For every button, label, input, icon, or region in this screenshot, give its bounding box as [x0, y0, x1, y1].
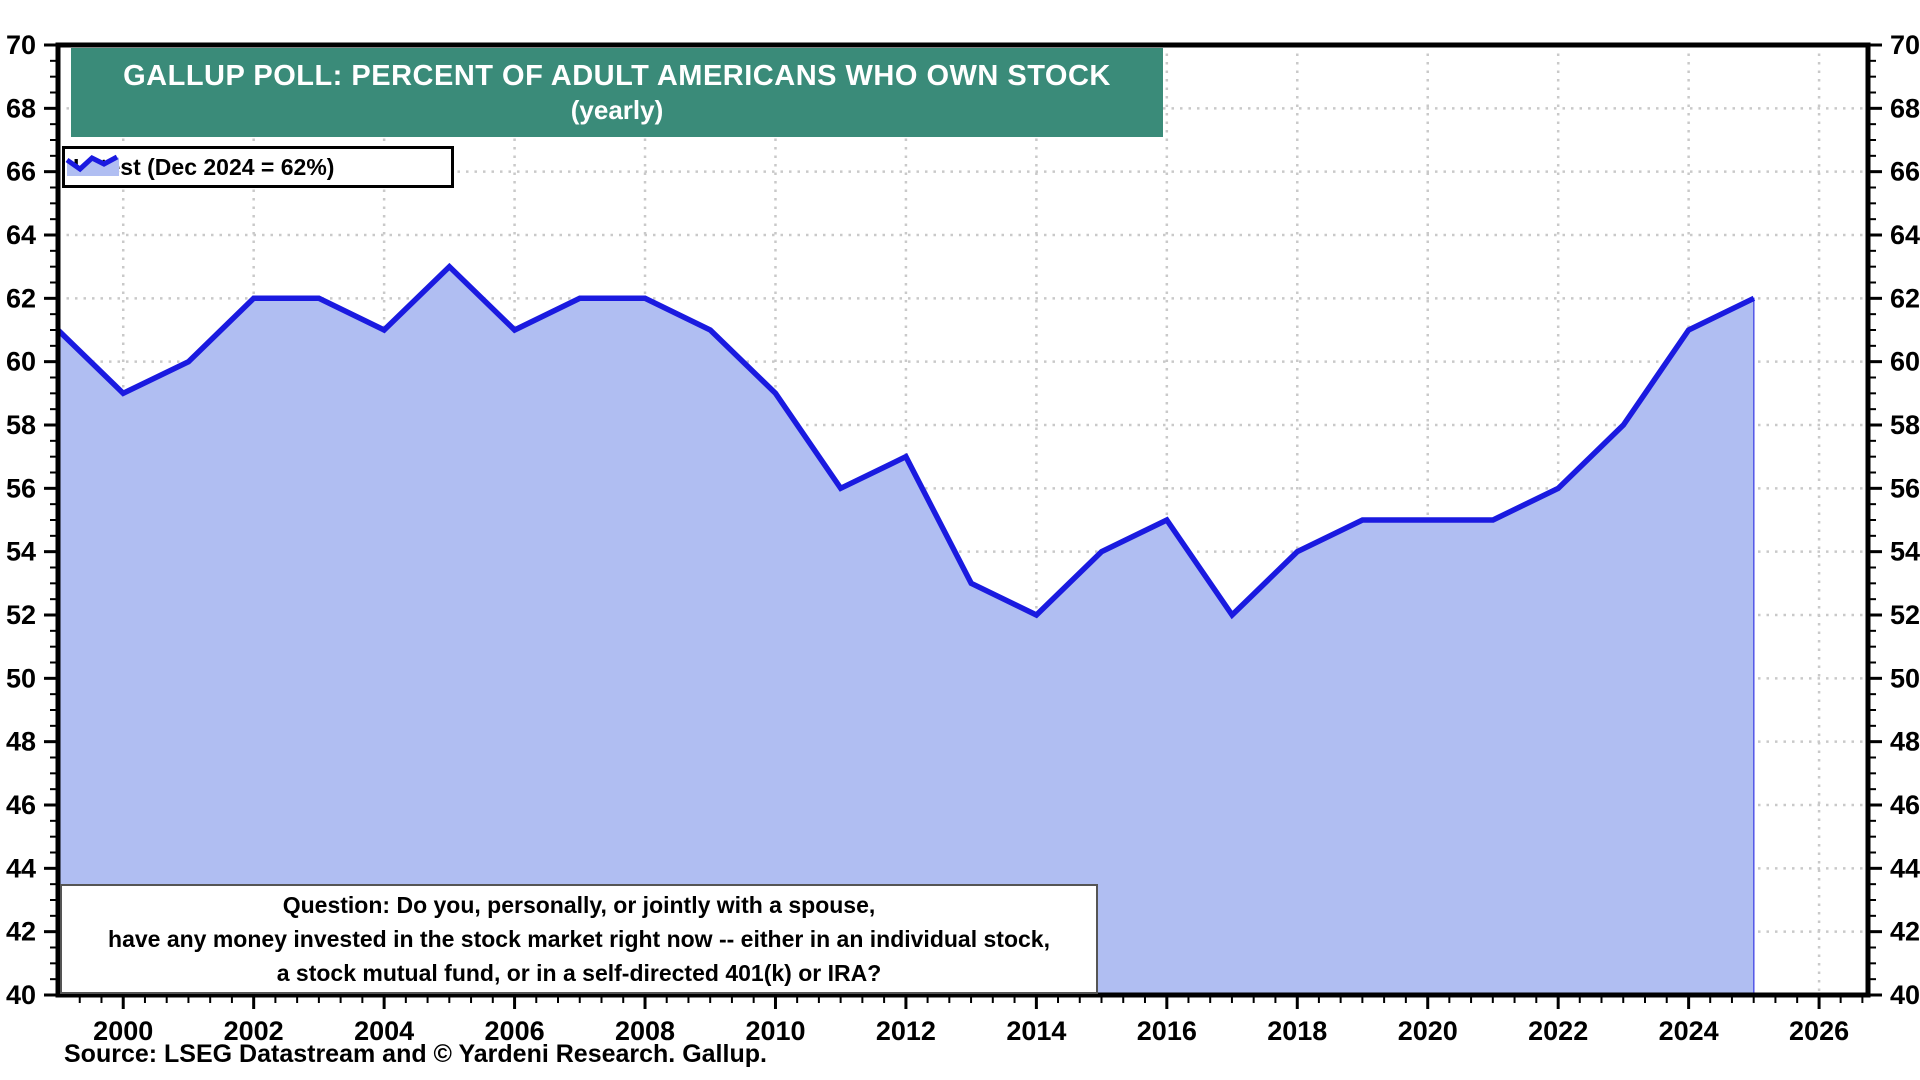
question-line-2: have any money invested in the stock mar… — [108, 926, 1050, 952]
y-axis-tick-label-left: 64 — [6, 220, 36, 250]
question-line-1: Question: Do you, personally, or jointly… — [282, 892, 876, 918]
x-axis-tick-label: 2008 — [615, 1016, 675, 1046]
x-axis-tick-label: 2012 — [876, 1016, 936, 1046]
y-axis-tick-label-right: 66 — [1890, 157, 1920, 187]
y-axis-tick-label-right: 62 — [1890, 283, 1920, 313]
x-axis-tick-label: 2014 — [1006, 1016, 1066, 1046]
y-axis-tick-label-left: 60 — [6, 347, 36, 377]
x-axis-tick-label: 2004 — [354, 1016, 414, 1046]
chart-subtitle: (yearly) — [570, 95, 664, 125]
legend-line-icon — [65, 154, 119, 176]
y-axis-tick-label-left: 62 — [6, 283, 36, 313]
x-axis-tick-label: 2002 — [224, 1016, 284, 1046]
y-axis-tick-label-left: 56 — [6, 473, 36, 503]
y-axis-tick-label-left: 50 — [6, 663, 36, 693]
y-axis-tick-label-left: 40 — [6, 980, 36, 1010]
y-axis-tick-label-right: 56 — [1890, 473, 1920, 503]
y-axis-tick-label-left: 46 — [6, 790, 36, 820]
x-axis-tick-label: 2010 — [745, 1016, 805, 1046]
y-axis-tick-label-left: 58 — [6, 410, 36, 440]
x-axis-tick-label: 2022 — [1528, 1016, 1588, 1046]
y-axis-tick-label-left: 52 — [6, 600, 36, 630]
y-axis-tick-label-right: 60 — [1890, 347, 1920, 377]
x-axis-tick-label: 2026 — [1789, 1016, 1849, 1046]
x-axis-tick-label: 2006 — [485, 1016, 545, 1046]
y-axis-tick-label-right: 68 — [1890, 93, 1920, 123]
x-axis-tick-label: 2020 — [1398, 1016, 1458, 1046]
y-axis-tick-label-right: 58 — [1890, 410, 1920, 440]
question-annotation-box: Question: Do you, personally, or jointly… — [60, 884, 1098, 994]
x-axis-tick-label: 2024 — [1659, 1016, 1719, 1046]
y-axis-tick-label-left: 54 — [6, 537, 36, 567]
y-axis-tick-label-right: 70 — [1890, 30, 1920, 60]
y-axis-tick-label-right: 54 — [1890, 537, 1920, 567]
y-axis-tick-label-right: 42 — [1890, 917, 1920, 947]
y-axis-tick-label-right: 50 — [1890, 663, 1920, 693]
y-axis-tick-label-right: 64 — [1890, 220, 1920, 250]
x-axis-tick-label: 2000 — [93, 1016, 153, 1046]
stock-ownership-line — [56, 262, 1756, 620]
y-axis-tick-label-left: 66 — [6, 157, 36, 187]
y-axis-tick-label-right: 40 — [1890, 980, 1920, 1010]
y-axis-tick-label-right: 46 — [1890, 790, 1920, 820]
y-axis-tick-label-left: 44 — [6, 853, 36, 883]
y-axis-tick-label-left: 48 — [6, 727, 36, 757]
x-axis-tick-label: 2018 — [1267, 1016, 1327, 1046]
legend: Latest (Dec 2024 = 62%) — [62, 146, 454, 188]
y-axis-tick-label-left: 70 — [6, 30, 36, 60]
y-axis-tick-label-left: 68 — [6, 93, 36, 123]
y-axis-tick-label-right: 44 — [1890, 853, 1920, 883]
y-axis-tick-label-right: 48 — [1890, 727, 1920, 757]
chart-title: GALLUP POLL: PERCENT OF ADULT AMERICANS … — [123, 60, 1111, 92]
y-axis-tick-label-left: 42 — [6, 917, 36, 947]
question-line-3: a stock mutual fund, or in a self-direct… — [276, 960, 882, 986]
source-attribution: Source: LSEG Datastream and © Yardeni Re… — [64, 1040, 767, 1068]
y-axis-tick-label-right: 52 — [1890, 600, 1920, 630]
x-axis-tick-label: 2016 — [1137, 1016, 1197, 1046]
chart-title-banner: GALLUP POLL: PERCENT OF ADULT AMERICANS … — [71, 48, 1163, 137]
